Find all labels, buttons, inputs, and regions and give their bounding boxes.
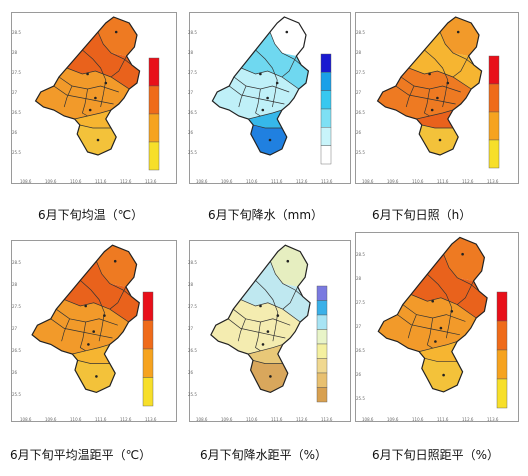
map-panel-sun-anom: 6月下旬日照距平（%） 28.5 28 27.5 27 26.5 26 25.5 108.6 1… — [352, 232, 528, 476]
x-tick-label: 112.6 — [296, 417, 308, 422]
x-tick-label: 112.6 — [296, 179, 308, 184]
y-tick-label: 28.5 — [356, 252, 365, 257]
panel-caption: 6月下旬日照（h） — [372, 208, 472, 222]
x-tick-label: 113.6 — [321, 417, 333, 422]
map-frame — [11, 240, 177, 422]
y-tick-label: 28 — [356, 50, 362, 55]
x-tick-label: 110.6 — [412, 417, 424, 422]
y-tick-label: 26 — [188, 370, 194, 375]
y-tick-label: 25.5 — [12, 392, 21, 397]
y-tick-label: 28.5 — [188, 260, 197, 265]
panel-caption: 6月下旬降水（mm） — [208, 208, 324, 222]
y-tick-label: 26.5 — [356, 110, 365, 115]
y-tick-label: 27.5 — [188, 304, 197, 309]
y-tick-label: 25.5 — [12, 150, 21, 155]
x-tick-label: 110.6 — [246, 179, 258, 184]
x-tick-label: 110.6 — [70, 417, 82, 422]
y-tick-label: 27 — [188, 326, 194, 331]
x-tick-label: 113.6 — [487, 179, 499, 184]
y-tick-label: 26 — [188, 130, 194, 135]
y-tick-label: 25.5 — [356, 396, 365, 401]
x-tick-label: 109.6 — [45, 179, 57, 184]
map-frame — [189, 12, 351, 184]
x-tick-label: 113.6 — [145, 417, 157, 422]
x-tick-label: 108.6 — [196, 179, 208, 184]
x-tick-label: 109.6 — [387, 417, 399, 422]
y-tick-label: 25.5 — [188, 150, 197, 155]
y-tick-label: 27 — [188, 90, 194, 95]
x-tick-label: 113.6 — [487, 417, 499, 422]
y-tick-label: 28 — [188, 50, 194, 55]
x-tick-label: 112.6 — [120, 179, 132, 184]
y-tick-label: 27.5 — [356, 70, 365, 75]
y-tick-label: 27.5 — [188, 70, 197, 75]
y-tick-label: 27.5 — [12, 70, 21, 75]
y-tick-label: 28 — [12, 50, 18, 55]
x-tick-label: 108.6 — [362, 179, 374, 184]
y-tick-label: 26.5 — [188, 110, 197, 115]
panel-caption: 6月下旬日照距平（%） — [372, 448, 500, 462]
x-tick-label: 112.6 — [462, 179, 474, 184]
y-tick-label: 25.5 — [356, 150, 365, 155]
y-tick-label: 26 — [356, 130, 362, 135]
map-panel-precip-anom: 6月下旬降水距平（%） 28.5 28 27.5 27 26.5 26 25.5 108.6 1… — [176, 236, 352, 476]
map-frame — [11, 12, 177, 184]
x-tick-label: 108.6 — [20, 417, 32, 422]
x-tick-label: 110.6 — [70, 179, 82, 184]
y-tick-label: 27 — [12, 90, 18, 95]
x-tick-label: 108.6 — [196, 417, 208, 422]
y-tick-label: 26.5 — [12, 348, 21, 353]
x-tick-label: 109.6 — [387, 179, 399, 184]
y-tick-label: 28.5 — [12, 260, 21, 265]
y-tick-label: 27 — [12, 326, 18, 331]
y-tick-label: 27 — [356, 90, 362, 95]
y-tick-label: 26.5 — [356, 348, 365, 353]
x-tick-label: 109.6 — [45, 417, 57, 422]
map-panel-temp: 6月下旬均温（℃） 28.5 28 27.5 27 26.5 26 25.5 108.6 109… — [0, 0, 177, 228]
y-tick-label: 26 — [12, 370, 18, 375]
x-tick-label: 108.6 — [362, 417, 374, 422]
x-tick-label: 110.6 — [246, 417, 258, 422]
x-tick-label: 111.6 — [437, 179, 449, 184]
y-tick-label: 28 — [12, 282, 18, 287]
map-panel-precip: 6月下旬降水（mm） 28.5 28 27.5 27 26.5 26 25.5 108.6 10… — [176, 0, 352, 228]
y-tick-label: 28.5 — [356, 30, 365, 35]
y-tick-label: 26 — [12, 130, 18, 135]
x-tick-label: 113.6 — [145, 179, 157, 184]
y-tick-label: 27 — [356, 324, 362, 329]
x-tick-label: 112.6 — [462, 417, 474, 422]
y-tick-label: 25.5 — [188, 392, 197, 397]
y-tick-label: 28.5 — [188, 30, 197, 35]
y-tick-label: 26.5 — [188, 348, 197, 353]
y-tick-label: 28 — [356, 276, 362, 281]
map-panel-temp-anom: 6月下旬平均温距平（℃） 28.5 28 27.5 27 26.5 26 25.5 108.6… — [0, 236, 177, 476]
x-tick-label: 113.6 — [321, 179, 333, 184]
panel-caption: 6月下旬降水距平（%） — [200, 448, 328, 462]
x-tick-label: 110.6 — [412, 179, 424, 184]
x-tick-label: 109.6 — [221, 179, 233, 184]
y-tick-label: 27.5 — [356, 300, 365, 305]
y-tick-label: 27.5 — [12, 304, 21, 309]
panel-caption: 6月下旬平均温距平（℃） — [10, 448, 152, 462]
x-tick-label: 111.6 — [95, 417, 107, 422]
x-tick-label: 111.6 — [271, 417, 283, 422]
y-tick-label: 28.5 — [12, 30, 21, 35]
map-frame — [355, 12, 519, 184]
x-tick-label: 109.6 — [221, 417, 233, 422]
y-tick-label: 28 — [188, 282, 194, 287]
x-tick-label: 112.6 — [120, 417, 132, 422]
x-tick-label: 111.6 — [95, 179, 107, 184]
y-tick-label: 26.5 — [12, 110, 21, 115]
panel-caption: 6月下旬均温（℃） — [38, 208, 144, 222]
x-tick-label: 111.6 — [271, 179, 283, 184]
x-tick-label: 111.6 — [437, 417, 449, 422]
map-panel-sunshine: 6月下旬日照（h） 28.5 28 27.5 27 26.5 26 25.5 108.6 109… — [352, 0, 528, 228]
x-tick-label: 108.6 — [20, 179, 32, 184]
y-tick-label: 26 — [356, 372, 362, 377]
map-frame — [355, 232, 519, 422]
map-frame — [189, 240, 351, 422]
